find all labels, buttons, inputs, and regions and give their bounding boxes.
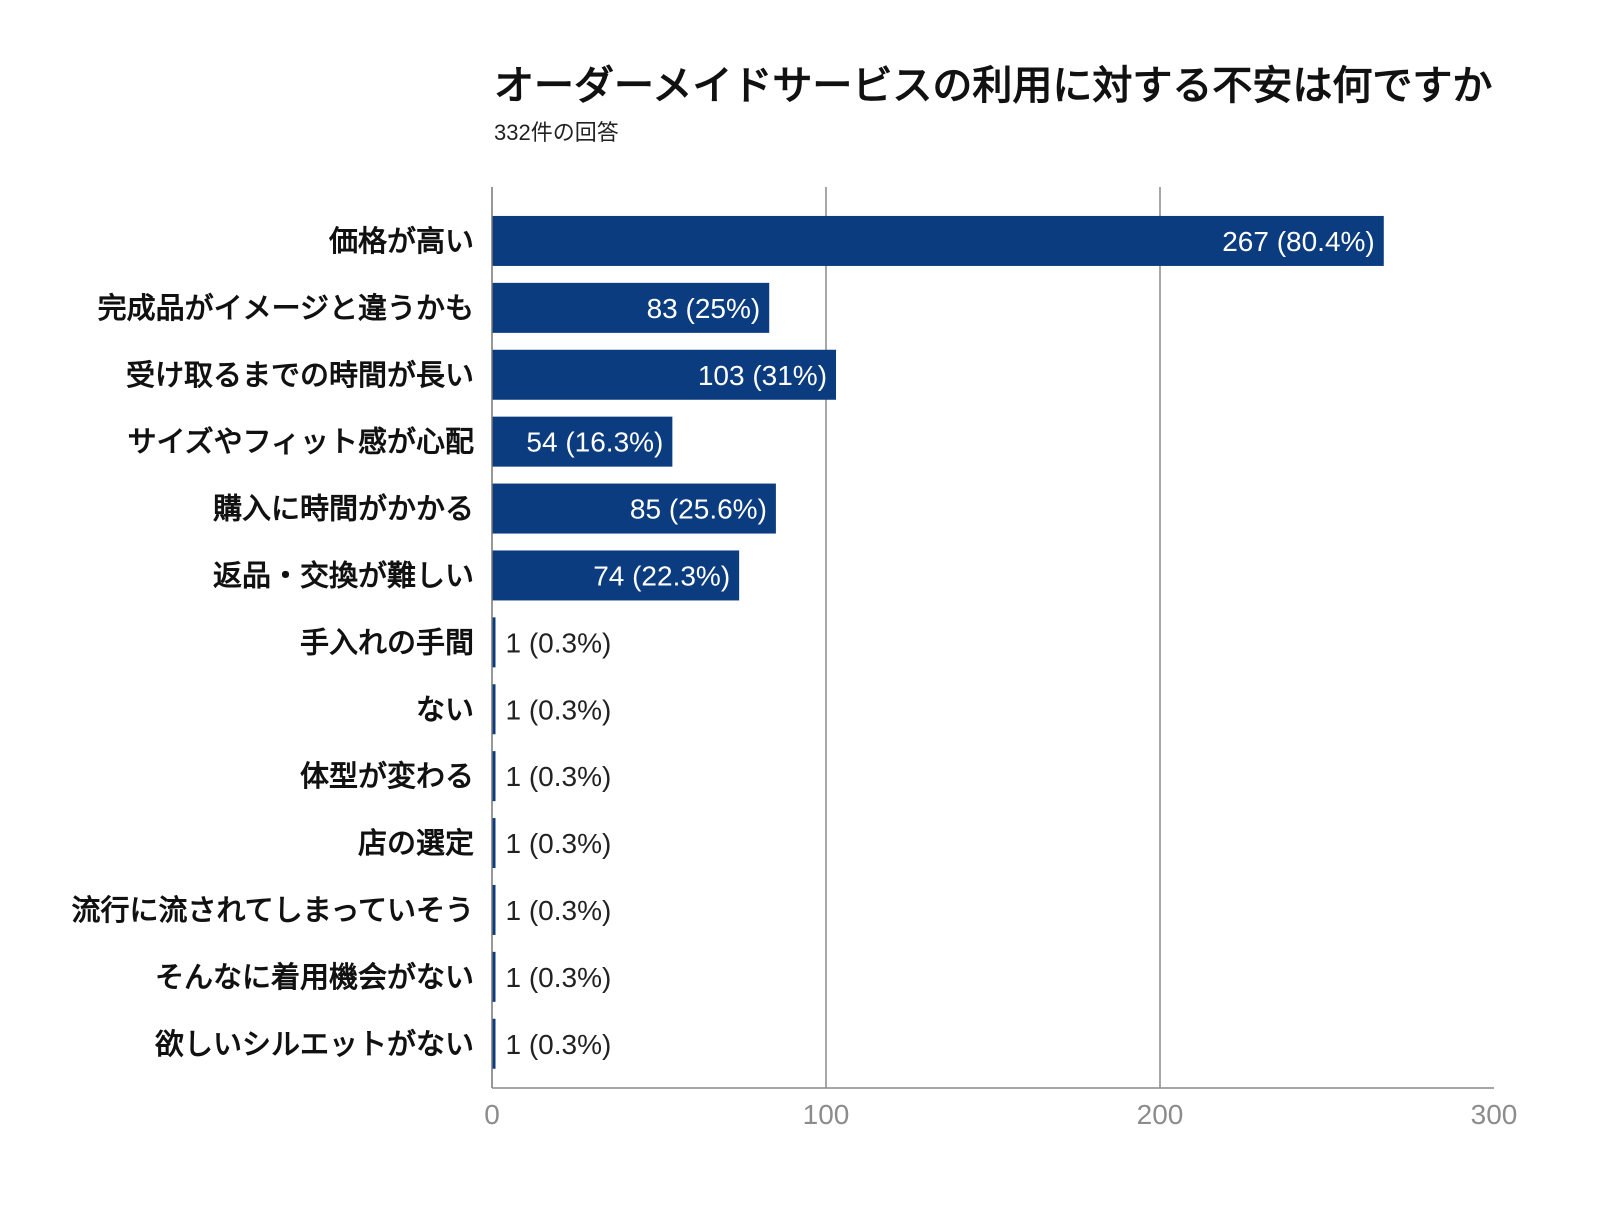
bar-value-label: 1 (0.3%) (506, 627, 612, 658)
bar (492, 215, 1384, 266)
category-label: 欲しいシルエットがない (154, 1027, 474, 1061)
bar (492, 282, 770, 333)
bar-value-label: 1 (0.3%) (506, 761, 612, 792)
chart-title: オーダーメイドサービスの利用に対する不安は何ですか (494, 64, 1493, 108)
bar (492, 684, 496, 735)
x-tick-label: 200 (1137, 1099, 1184, 1130)
bar-value-label: 103 (31%) (698, 360, 827, 391)
category-label: 店の選定 (358, 826, 474, 860)
bar (492, 349, 837, 400)
category-label: 完成品がイメージと違うかも (98, 291, 474, 325)
category-label: 価格が高い (328, 224, 474, 258)
category-label: 流行に流されてしまっていそう (71, 894, 474, 927)
bar-value-label: 83 (25%) (647, 293, 761, 324)
bar-value-label: 267 (80.4%) (1222, 226, 1375, 257)
bar (492, 884, 496, 935)
category-label: 購入に時間がかかる (213, 492, 474, 526)
category-label: そんなに着用機会がない (155, 960, 474, 994)
bar-value-label: 1 (0.3%) (506, 895, 612, 926)
x-tick-label: 0 (484, 1099, 500, 1130)
bar-value-label: 54 (16.3%) (526, 427, 663, 458)
bar-layer (492, 215, 1384, 1069)
category-label: サイズやフィット感が心配 (127, 425, 474, 459)
axis-layer: 0 100 200 300 (484, 187, 1517, 1130)
bar (492, 617, 496, 668)
bar (492, 550, 740, 601)
bar (492, 951, 496, 1002)
bar-value-label: 1 (0.3%) (506, 962, 612, 993)
bar (492, 483, 776, 534)
chart-subtitle: 332件の回答 (494, 120, 619, 145)
category-label: ない (416, 694, 474, 726)
bar (492, 818, 496, 869)
bar-value-label: 1 (0.3%) (506, 694, 612, 725)
bar (492, 1018, 496, 1069)
category-label: 返品・交換が難しい (213, 558, 474, 592)
category-label: 体型が変わる (300, 759, 474, 793)
bar-value-label: 1 (0.3%) (506, 828, 612, 859)
bar-value-label: 85 (25.6%) (630, 494, 767, 525)
category-label: 受け取るまでの時間が長い (126, 358, 474, 392)
grid-layer (825, 187, 1161, 1088)
category-label: 手入れの手間 (300, 626, 474, 659)
x-tick-label: 100 (803, 1099, 850, 1130)
bar (492, 416, 673, 467)
label-layer: 価格が高い 267 (80.4%) 完成品がイメージと違うかも 83 (25%) 受け取… (71, 224, 1374, 1061)
bar-value-label: 1 (0.3%) (506, 1029, 612, 1060)
bar (492, 751, 496, 802)
x-tick-label: 300 (1471, 1099, 1518, 1130)
bar-value-label: 74 (22.3%) (593, 560, 730, 591)
